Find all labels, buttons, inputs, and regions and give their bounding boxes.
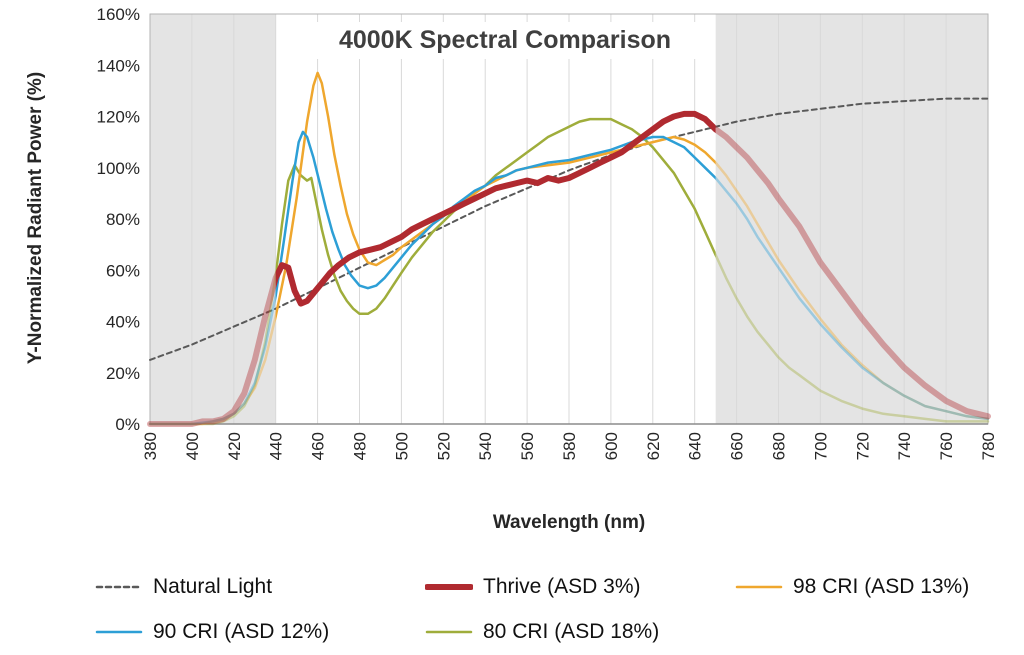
legend-swatch-90cri-icon xyxy=(95,630,143,634)
svg-text:140%: 140% xyxy=(97,56,140,75)
svg-text:120%: 120% xyxy=(97,108,140,127)
legend-label-natural-light: Natural Light xyxy=(153,575,273,598)
svg-text:60%: 60% xyxy=(106,261,140,280)
svg-text:720: 720 xyxy=(853,432,872,460)
legend-item-thrive: Thrive (ASD 3%) xyxy=(425,572,641,602)
legend-label-90cri: 90 CRI (ASD 12%) xyxy=(153,620,330,643)
svg-text:540: 540 xyxy=(476,432,495,460)
legend-label-thrive: Thrive (ASD 3%) xyxy=(483,575,641,598)
svg-text:560: 560 xyxy=(518,432,537,460)
legend-item-90cri: 90 CRI (ASD 12%) xyxy=(95,617,329,647)
svg-text:500: 500 xyxy=(392,432,411,460)
svg-text:780: 780 xyxy=(979,432,998,460)
svg-text:640: 640 xyxy=(686,432,705,460)
svg-text:700: 700 xyxy=(811,432,830,460)
svg-text:40%: 40% xyxy=(106,313,140,332)
legend-label-98cri: 98 CRI (ASD 13%) xyxy=(793,575,970,598)
svg-text:380: 380 xyxy=(141,432,160,460)
svg-text:660: 660 xyxy=(728,432,747,460)
svg-text:740: 740 xyxy=(895,432,914,460)
svg-text:620: 620 xyxy=(644,432,663,460)
svg-text:680: 680 xyxy=(770,432,789,460)
svg-text:420: 420 xyxy=(225,432,244,460)
legend-item-98cri: 98 CRI (ASD 13%) xyxy=(735,572,969,602)
legend-label-80cri: 80 CRI (ASD 18%) xyxy=(483,620,660,643)
svg-text:160%: 160% xyxy=(97,5,140,24)
legend-swatch-natural-light-icon xyxy=(95,585,143,589)
svg-text:520: 520 xyxy=(434,432,453,460)
legend-swatch-80cri-icon xyxy=(425,630,473,634)
y-axis-title: Y-Normalized Radiant Power (%) xyxy=(25,71,46,365)
legend-item-80cri: 80 CRI (ASD 18%) xyxy=(425,617,659,647)
svg-text:80%: 80% xyxy=(106,210,140,229)
svg-text:100%: 100% xyxy=(97,159,140,178)
svg-text:480: 480 xyxy=(351,432,370,460)
legend-swatch-98cri-icon xyxy=(735,585,783,589)
legend-swatch-thrive-icon xyxy=(425,584,473,590)
spectral-chart-plot: 380 400 420 440 460 480 500 520 540 560 580 600 620 6… xyxy=(97,5,998,460)
svg-text:0%: 0% xyxy=(115,415,140,434)
x-axis-title: Wavelength (nm) xyxy=(492,512,646,533)
svg-text:440: 440 xyxy=(267,432,286,460)
svg-text:580: 580 xyxy=(560,432,579,460)
svg-text:600: 600 xyxy=(602,432,621,460)
svg-text:400: 400 xyxy=(183,432,202,460)
legend: Natural Light Thrive (ASD 3%) 98 CRI (AS… xyxy=(0,560,1024,655)
svg-text:460: 460 xyxy=(309,432,328,460)
chart-title: 4000K Spectral Comparison xyxy=(312,22,698,59)
svg-text:760: 760 xyxy=(937,432,956,460)
svg-text:20%: 20% xyxy=(106,364,140,383)
legend-item-natural-light: Natural Light xyxy=(95,572,272,602)
